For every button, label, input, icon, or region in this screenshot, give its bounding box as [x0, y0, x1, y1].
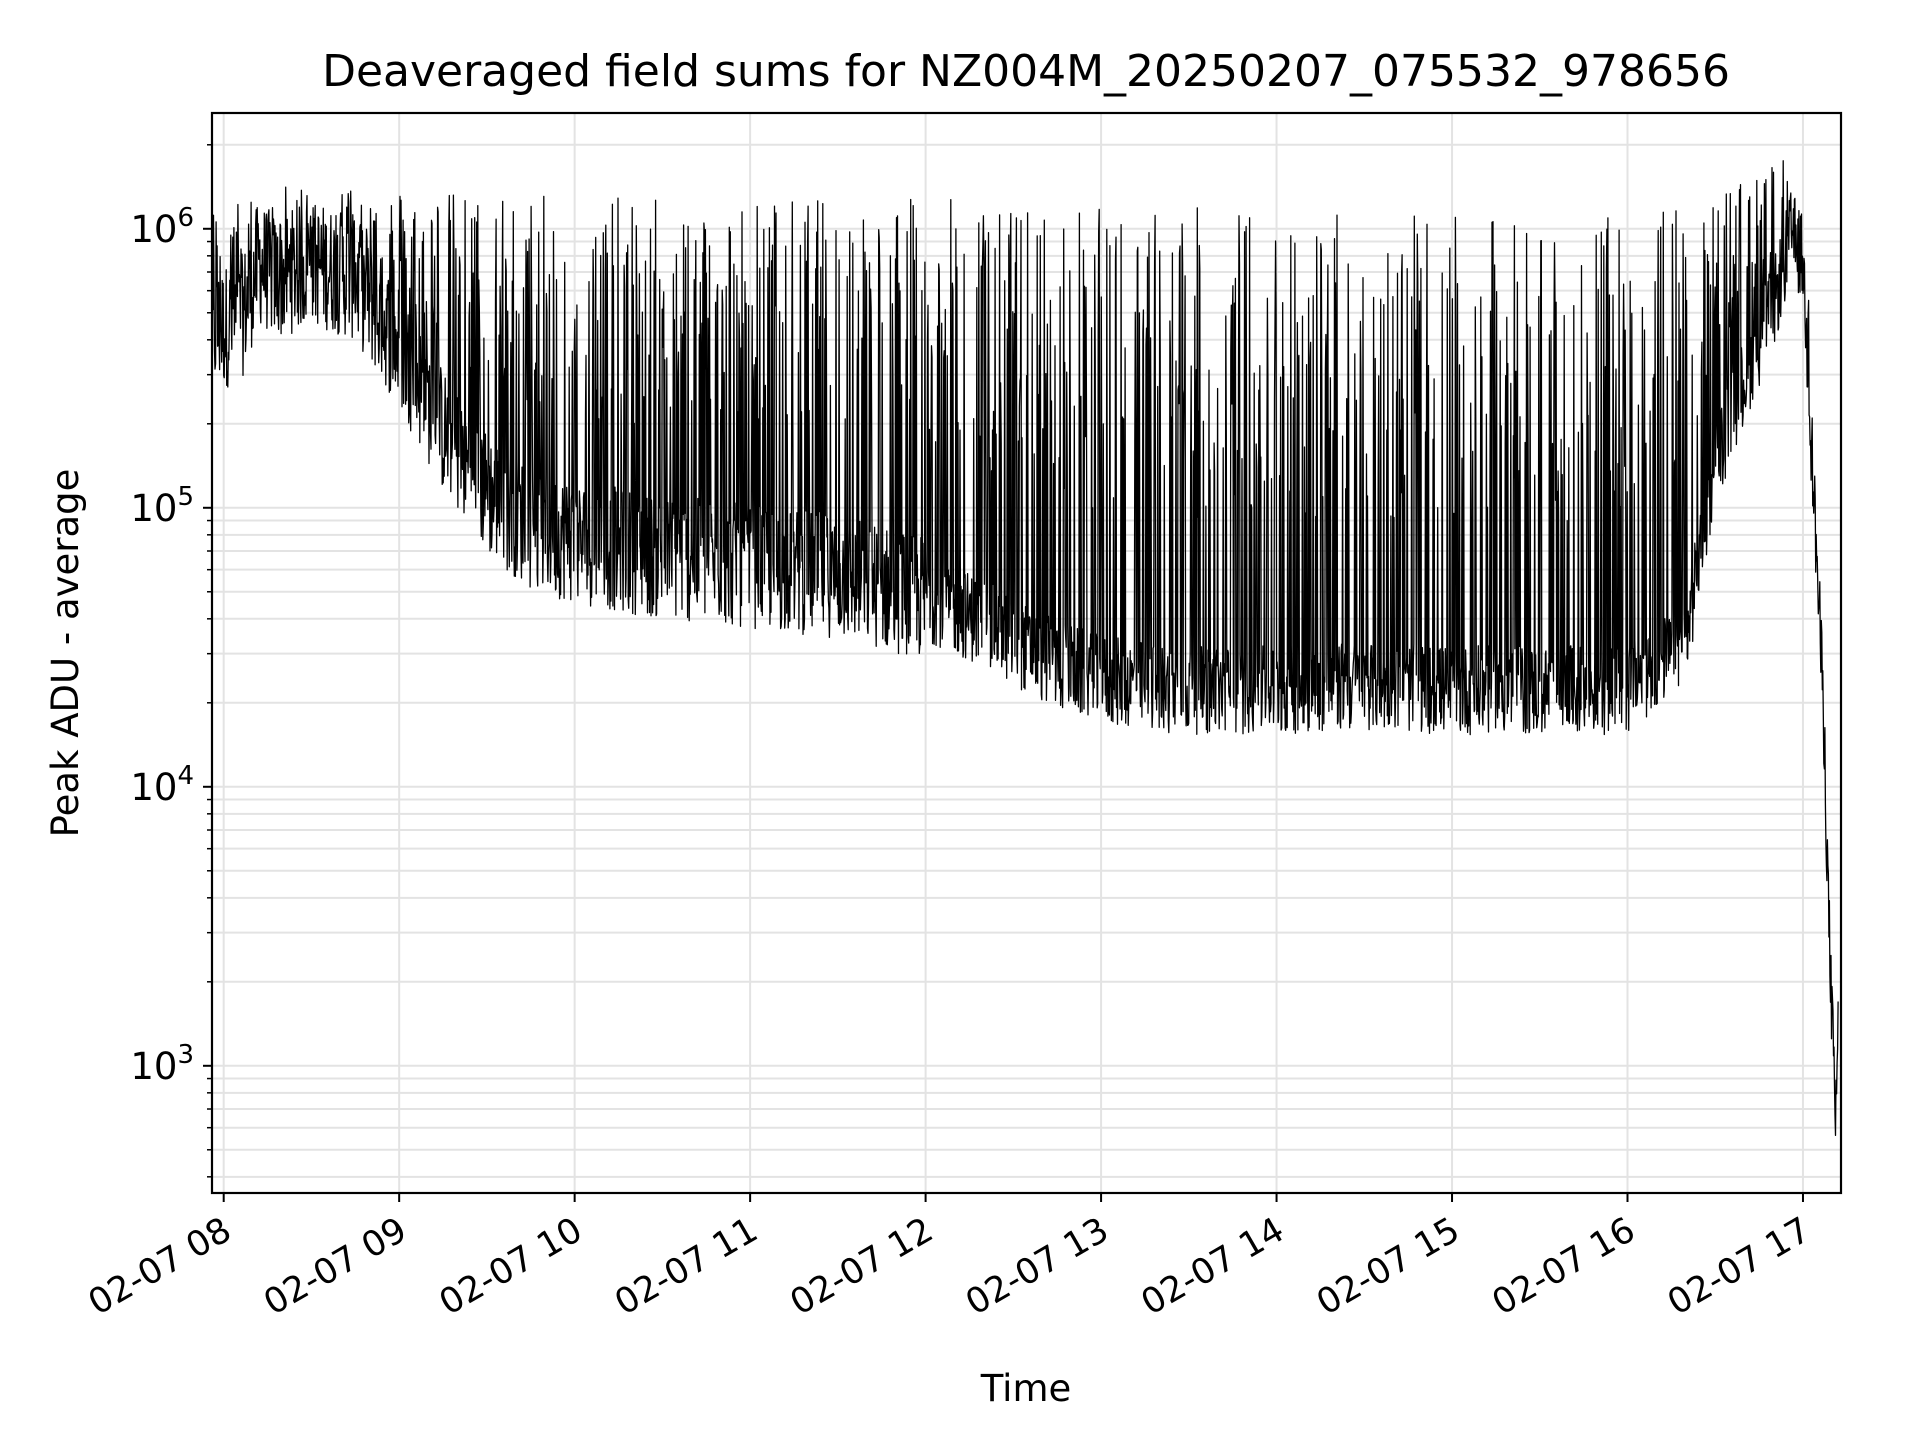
y-axis-label: Peak ADU - average	[44, 469, 87, 838]
y-tick-label: 105	[130, 482, 194, 530]
y-tick-label: 104	[130, 761, 194, 809]
y-tick-label: 103	[130, 1040, 194, 1088]
y-tick-label: 106	[130, 203, 194, 251]
y-axis: 103 104 105 106	[130, 144, 212, 1178]
chart-title: Deaveraged field sums for NZ004M_2025020…	[322, 46, 1730, 97]
series-layer	[211, 160, 1839, 1137]
series-line	[211, 160, 1839, 1137]
x-axis-label: Time	[980, 1367, 1072, 1410]
